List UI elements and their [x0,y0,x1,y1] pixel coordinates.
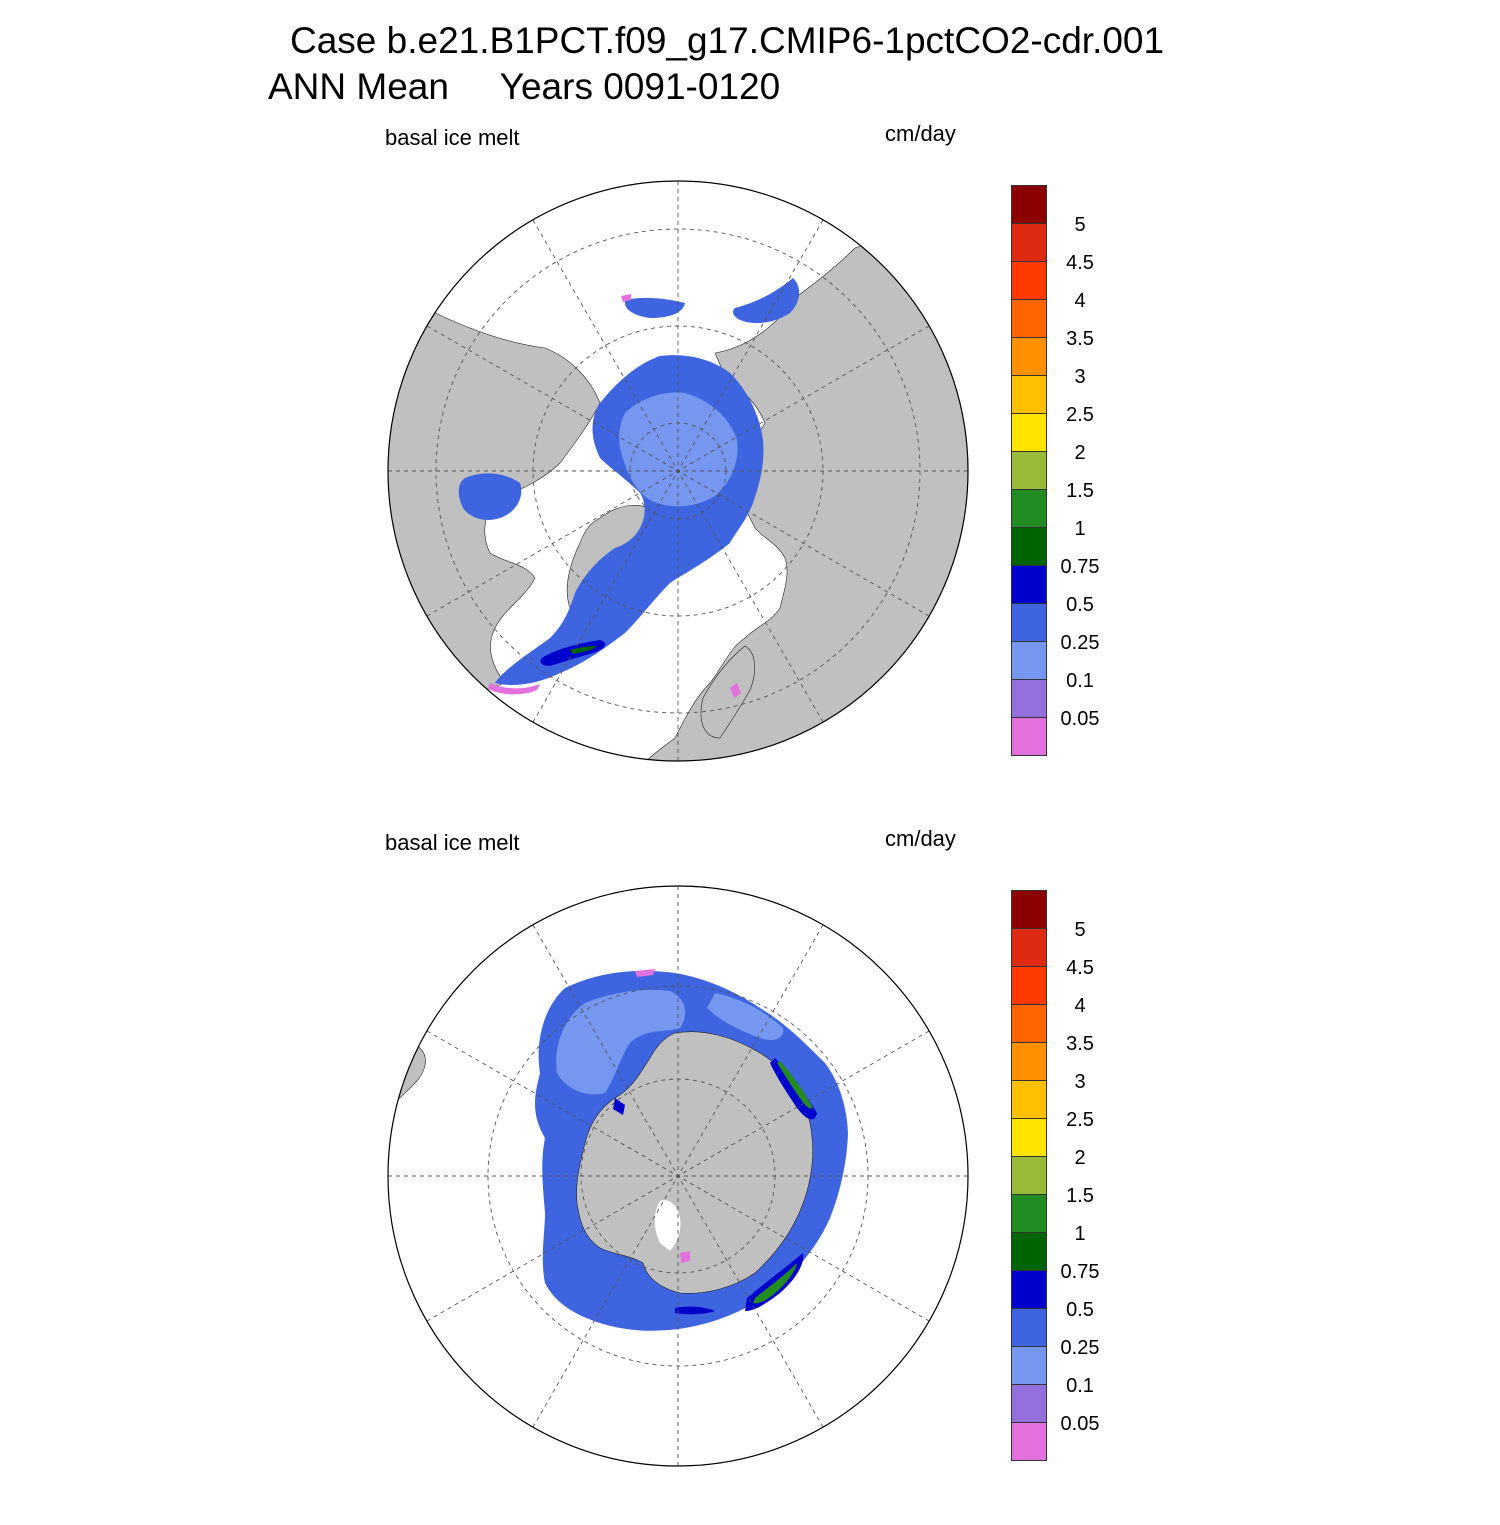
colorbar-box [1011,489,1047,527]
colorbar-label: 3.5 [1066,328,1094,350]
arctic-panel: basal ice melt cm/day [0,115,1500,820]
colorbar-label: 3 [1074,366,1086,388]
colorbar-box [1011,1422,1047,1461]
colorbar-box [1011,603,1047,641]
colorbar-label: 0.25 [1060,1337,1100,1359]
colorbar-label: 0.1 [1066,670,1094,692]
map-boundary [387,885,969,1467]
figure-title-line-1: Case b.e21.B1PCT.f09_g17.CMIP6-1pctCO2-c… [290,20,1165,61]
colorbar-label: 3 [1074,1071,1086,1093]
southern-ocean-ice-0.1 [556,989,686,1095]
colorbar-label: 1.5 [1066,480,1094,502]
colorbar-box [1011,375,1047,413]
units-label: cm/day [885,826,956,851]
colorbar-box [1011,928,1047,966]
colorbar-box [1011,1270,1047,1308]
colorbar-box [1011,641,1047,679]
labrador-ice-0.75 [570,646,597,654]
edge-0.05-c [621,294,631,302]
graticule [388,886,968,1466]
peninsula-ice-1.5 [777,1061,813,1109]
colorbar-label: 1 [1074,1223,1086,1245]
colorbar-box [1011,1118,1047,1156]
colorbar-box [1011,413,1047,451]
colorbar-box [1011,679,1047,717]
colorbar-label: 0.1 [1066,1375,1094,1397]
graticule [388,181,968,761]
colorbar-box [1011,261,1047,299]
ross-ice-shelf [654,1200,681,1251]
scandinavia-land [700,645,755,739]
colorbar-label: 0.75 [1060,556,1100,578]
hudson-ice-0.25 [458,473,522,520]
colorbar-box [1011,223,1047,261]
colorbar-box [1011,1080,1047,1118]
colorbar-label: 3.5 [1066,1033,1094,1055]
bering-ice-0.25 [624,297,685,318]
colorbar-label: 5 [1074,919,1086,941]
colorbar-label: 2 [1074,442,1086,464]
colorbar-label: 1 [1074,518,1086,540]
colorbar-box [1011,1346,1047,1384]
arctic-ice-0.1 [619,392,738,507]
ross-sea-ice-0.5 [675,1306,715,1315]
colorbar-box [1011,337,1047,375]
colorbar-box [1011,890,1047,928]
antarctic-polar-map [387,885,969,1467]
colorbar-label: 4 [1074,995,1086,1017]
field-label: basal ice melt [385,125,520,150]
colorbar-label: 4.5 [1066,252,1094,274]
colorbar-label: 5 [1074,214,1086,236]
edge-0.05-s2 [680,1251,690,1263]
antarctic-panel: basal ice melt cm/day [0,820,1500,1525]
colorbar [1011,185,1047,756]
colorbar-box [1011,1194,1047,1232]
colorbar-label: 0.75 [1060,1261,1100,1283]
colorbar-box [1011,1004,1047,1042]
colorbar-box [1011,717,1047,756]
southern-ocean-ice-0.1-b [707,993,784,1040]
colorbar-box [1011,299,1047,337]
colorbar-label: 0.25 [1060,632,1100,654]
colorbar-box [1011,527,1047,565]
colorbar-box [1011,1156,1047,1194]
weddell-ice-1.5 [753,1263,797,1304]
colorbar-box [1011,1384,1047,1422]
colorbar-label: 0.05 [1060,708,1100,730]
map-boundary [387,180,969,762]
edge-0.05-s1 [635,969,655,977]
colorbar-box [1011,451,1047,489]
colorbar-box [1011,1308,1047,1346]
colorbar-label: 0.05 [1060,1413,1100,1435]
arctic-polar-map [387,180,969,762]
colorbar-label: 4 [1074,290,1086,312]
colorbar-label: 0.5 [1066,1299,1094,1321]
figure-title-line-2: ANN Mean Years 0091-0120 [268,66,781,107]
amundsen-ice-0.5 [613,1098,625,1115]
colorbar-label: 1.5 [1066,1185,1094,1207]
colorbar-label: 2.5 [1066,1109,1094,1131]
colorbar-label: 2.5 [1066,404,1094,426]
colorbar-label: 0.5 [1066,594,1094,616]
colorbar-box [1011,966,1047,1004]
colorbar-label: 4.5 [1066,957,1094,979]
colorbar-box [1011,1042,1047,1080]
edge-0.05-b [730,683,741,698]
colorbar-box [1011,565,1047,603]
colorbar-label: 2 [1074,1147,1086,1169]
units-label: cm/day [885,121,956,146]
colorbar [1011,890,1047,1461]
colorbar-box [1011,185,1047,223]
field-label: basal ice melt [385,830,520,855]
colorbar-box [1011,1232,1047,1270]
edge-0.05 [488,683,540,695]
